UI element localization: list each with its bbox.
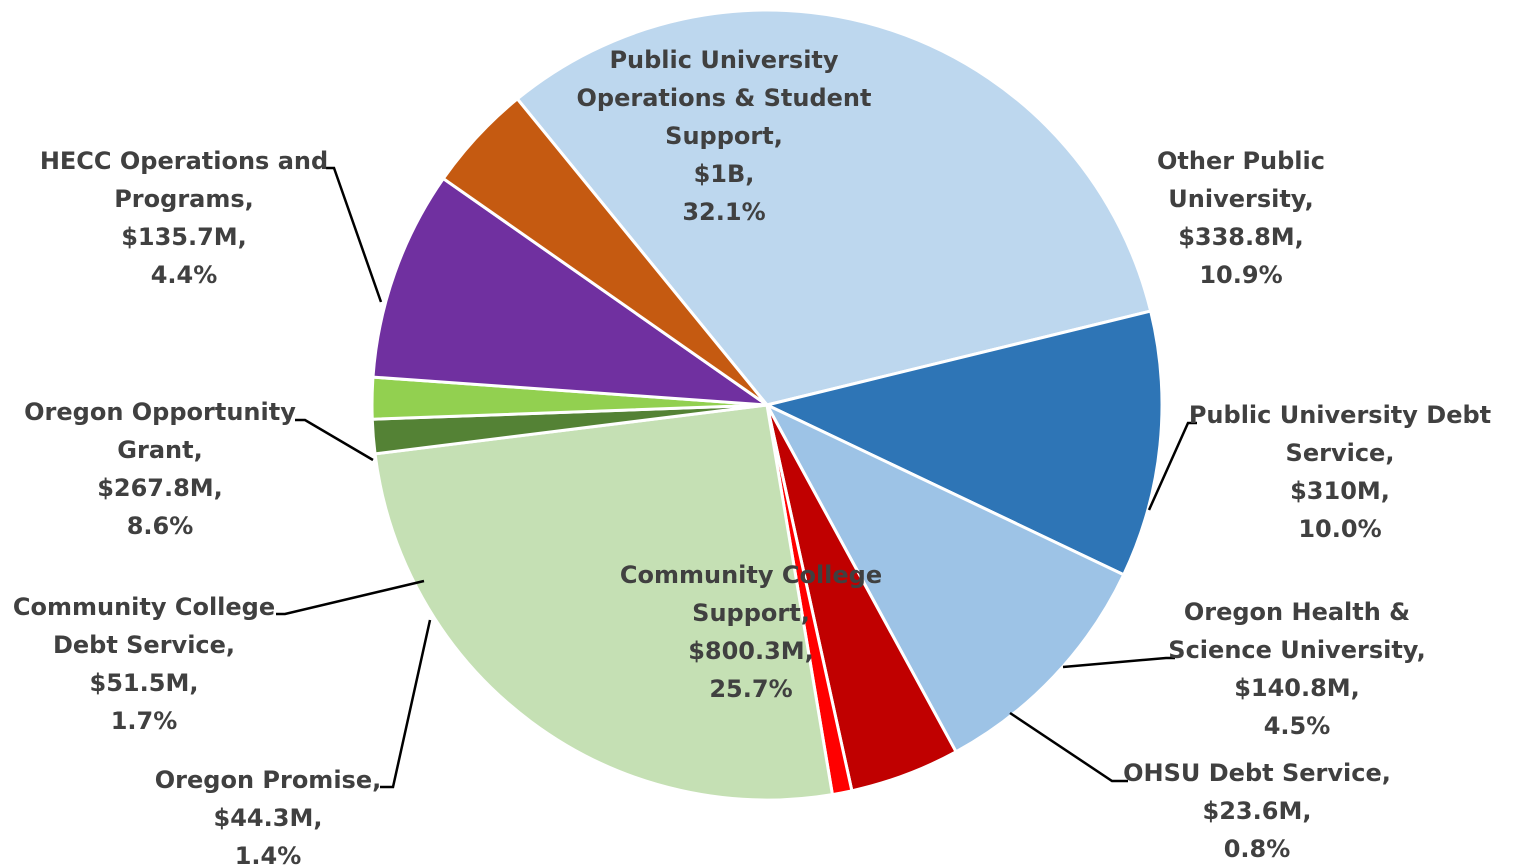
slice-label-line: 25.7% [709,675,792,703]
slice-label-line: 4.5% [1264,712,1331,740]
slice-label-line: $310M, [1290,477,1390,505]
slice-label-line: $51.5M, [90,669,199,697]
slice-label-line: Community College [13,593,275,621]
leader-line-4 [1062,656,1175,669]
pie-slice-3 [763,401,1126,754]
slice-label-7: Oregon Promise, $44.3M, 1.4% [155,766,381,868]
slice-label-line: $338.8M, [1178,223,1304,251]
pie-slice-10 [441,96,769,407]
leader-line-8 [276,579,425,616]
slice-label-line: Other Public [1157,147,1325,175]
slice-label-line: Service, [1286,439,1395,467]
slice-label-line: 1.7% [111,707,178,735]
slice-label-line: Public University Debt [1189,401,1491,429]
slice-label-line: HECC Operations and [40,147,328,175]
slice-label-line: 4.4% [151,261,218,289]
slice-label-line: $23.6M, [1203,797,1312,825]
slice-label-line: Oregon Opportunity [24,398,296,426]
leader-lines [276,166,1197,789]
slice-label-line: $140.8M, [1234,674,1360,702]
slice-label-8: Community College Debt Service, $51.5M, 1.7… [13,593,275,735]
slice-label-line: 10.0% [1298,515,1381,543]
leader-line-10 [326,166,383,303]
slice-label-line: Operations & Student [577,84,872,112]
slice-labels: Public University Operations & Student Sup… [13,46,1491,868]
slice-label-1: Public University Operations & Student Sup… [577,46,872,226]
slice-label-line: Oregon Promise, [155,766,381,794]
slice-label-line: 8.6% [127,512,194,540]
slice-label-line: Support, [665,122,783,150]
slice-label-10: HECC Operations and Programs, $135.7M, 4.4% [40,147,328,289]
pie-slice-2 [762,309,1164,577]
slice-label-line: Support, [692,599,810,627]
slice-label-4: Oregon Health & Science University, $140.8… [1168,598,1425,740]
leader-line-7 [380,619,432,789]
slice-label-line: Oregon Health & [1184,598,1410,626]
slice-label-line: $800.3M, [688,637,814,665]
slice-label-line: $1B, [694,160,755,188]
pie-slice-1 [515,8,1153,407]
slice-label-line: OHSU Debt Service, [1123,759,1391,787]
slice-label-line: University, [1168,185,1313,213]
slice-label-6: Community College Support, $800.3M, 25.7% [620,561,882,703]
pie-slice-6 [373,403,835,802]
slice-label-line: 32.1% [682,198,765,226]
pie-slice-9 [371,176,773,407]
slice-label-line: Science University, [1168,636,1425,664]
slice-label-line: Grant, [117,436,202,464]
slice-label-2: Other Public University, $338.8M, 10.9% [1157,147,1325,289]
leader-line-9 [295,418,374,462]
slice-label-line: $135.7M, [121,223,247,251]
slice-label-line: $267.8M, [97,474,223,502]
slice-label-line: Programs, [114,185,254,213]
slice-label-line: $44.3M, [214,804,323,832]
slice-label-line: Public University [609,46,838,74]
slice-label-line: 0.8% [1224,835,1291,863]
slice-label-line: Community College [620,561,882,589]
slice-label-5: OHSU Debt Service, $23.6M, 0.8% [1123,759,1391,863]
pie-slices [370,8,1164,802]
leader-line-3 [1147,421,1197,511]
slice-label-line: Debt Service, [53,631,235,659]
leader-line-5 [1009,711,1128,783]
slice-label-line: 1.4% [235,842,302,868]
slice-label-3: Public University Debt Service, $310M, 10.0… [1189,401,1491,543]
slice-label-line: 10.9% [1199,261,1282,289]
slice-label-9: Oregon Opportunity Grant, $267.8M, 8.6% [24,398,296,540]
